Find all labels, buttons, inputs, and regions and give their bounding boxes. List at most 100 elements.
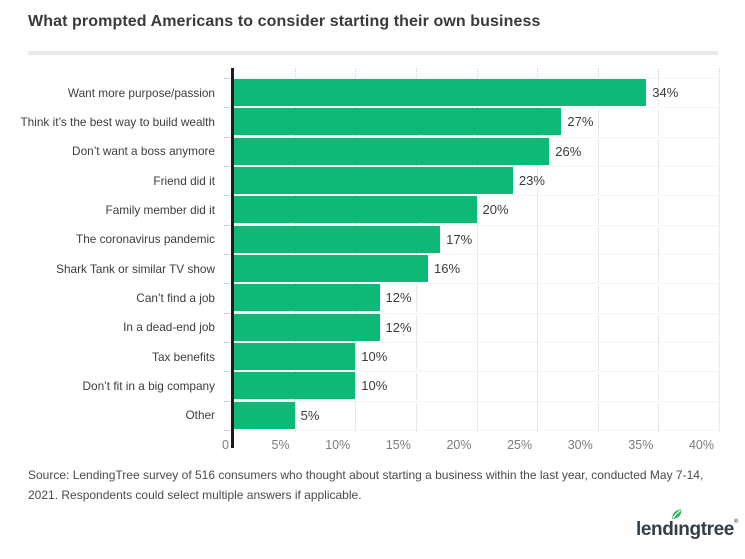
row-separator xyxy=(234,371,719,373)
bar-row: 34% xyxy=(234,78,719,107)
axis-tick xyxy=(224,136,230,138)
category-label: Think it’s the best way to build wealth xyxy=(20,114,215,129)
axis-tick xyxy=(224,371,230,373)
category-label: Friend did it xyxy=(153,173,215,188)
axis-tick xyxy=(224,312,230,314)
bar-row: 5% xyxy=(234,401,719,430)
axis-tick xyxy=(224,224,230,226)
source-note: Source: LendingTree survey of 516 consum… xyxy=(28,468,704,502)
title-divider xyxy=(28,51,718,55)
value-label: 10% xyxy=(361,349,388,365)
logo-wordmark: lendı ngtree® xyxy=(635,509,738,541)
value-label: 16% xyxy=(434,261,461,277)
value-label: 27% xyxy=(567,114,594,130)
bar xyxy=(234,313,380,341)
category-label: In a dead-end job xyxy=(123,320,215,335)
bar-row: 10% xyxy=(234,371,719,400)
x-tick-label: 25% xyxy=(507,438,533,452)
gridline xyxy=(719,68,720,432)
bar-row: 10% xyxy=(234,342,719,371)
bar xyxy=(234,225,441,253)
gridline xyxy=(476,68,478,432)
axis-tick xyxy=(224,78,230,79)
row-separator xyxy=(234,342,719,343)
axis-tick xyxy=(224,430,230,431)
bar xyxy=(234,401,295,429)
x-tick-label: 5% xyxy=(271,438,290,452)
x-tick-label: 30% xyxy=(567,438,593,452)
row-separator xyxy=(234,195,719,197)
logo-letter-i: ı xyxy=(672,509,682,541)
bar-row: 12% xyxy=(234,313,719,342)
row-separator xyxy=(234,166,719,167)
lendingtree-logo: lendı ngtree® xyxy=(635,509,738,541)
leaf-icon xyxy=(672,509,682,519)
category-axis-labels: Want more purpose/passion Think it’s the … xyxy=(0,78,224,430)
category-label: Shark Tank or similar TV show xyxy=(56,261,215,276)
category-label: Tax benefits xyxy=(152,349,215,364)
bar-row: 12% xyxy=(234,283,719,312)
bar-rows: 34% 27% 26% 23% 20% 17% 16% 12% 12% 10% 10% 5% xyxy=(224,78,719,431)
axis-tick xyxy=(224,254,230,255)
bar-row: 20% xyxy=(234,195,719,224)
bar xyxy=(234,255,428,283)
y-axis-line xyxy=(231,68,234,448)
value-label: 12% xyxy=(385,319,412,335)
bar xyxy=(234,196,477,224)
horizontal-bar-chart: Want more purpose/passion Think it’s the … xyxy=(0,62,745,460)
bar xyxy=(234,108,562,136)
value-label: 20% xyxy=(482,202,509,218)
category-label: The coronavirus pandemic xyxy=(75,232,215,247)
plot-area: 34% 27% 26% 23% 20% 17% 16% 12% 12% 10% 10% 5% xyxy=(224,68,720,432)
bar-row: 23% xyxy=(234,166,719,195)
category-label: Family member did it xyxy=(105,202,215,217)
value-label: 17% xyxy=(446,231,473,247)
value-label: 26% xyxy=(555,143,582,159)
row-separator xyxy=(234,136,719,138)
category-label: Can’t find a job xyxy=(136,290,215,305)
row-separator xyxy=(234,283,719,285)
category-label: Other xyxy=(185,408,215,423)
registered-mark: ® xyxy=(733,519,738,525)
row-separator xyxy=(234,312,719,314)
axis-tick xyxy=(224,166,230,167)
value-label: 5% xyxy=(300,407,320,423)
logo-text-post: ngtree xyxy=(678,519,734,540)
x-tick-label: 20% xyxy=(446,438,472,452)
value-label: 23% xyxy=(518,173,545,189)
row-separator xyxy=(234,78,719,79)
value-label: 34% xyxy=(652,85,679,101)
axis-tick xyxy=(224,283,230,285)
chart-title: What prompted Americans to consider star… xyxy=(28,13,541,30)
value-label: 12% xyxy=(385,290,412,306)
gridline xyxy=(537,68,539,432)
row-separator xyxy=(234,107,719,109)
gridline xyxy=(597,68,599,432)
category-label: Want more purpose/passion xyxy=(67,85,215,100)
axis-tick xyxy=(224,342,230,343)
x-tick-label: 10% xyxy=(325,438,351,452)
x-axis-tick-labels: 0 5% 10% 15% 20% 25% 30% 35% 40% xyxy=(222,438,719,456)
bar-row: 26% xyxy=(234,137,719,166)
row-separator xyxy=(234,430,719,431)
bar xyxy=(234,372,356,400)
axis-tick xyxy=(224,195,230,197)
category-label: Don’t fit in a big company xyxy=(82,378,215,393)
axis-tick xyxy=(224,107,230,109)
x-tick-label: 40% xyxy=(688,438,714,452)
x-tick-label: 15% xyxy=(385,438,411,452)
row-separator xyxy=(234,254,719,255)
bar xyxy=(234,79,647,107)
bar-row: 27% xyxy=(234,107,719,136)
gridline xyxy=(658,68,660,432)
bar-row: 17% xyxy=(234,225,719,254)
row-separator xyxy=(234,224,719,226)
bar xyxy=(234,137,550,165)
x-tick-label: 0 xyxy=(222,438,229,452)
bar xyxy=(234,167,513,195)
bar-row: 16% xyxy=(234,254,719,283)
logo-text-pre: lend xyxy=(635,519,674,540)
axis-tick xyxy=(224,400,230,402)
x-tick-label: 35% xyxy=(628,438,654,452)
